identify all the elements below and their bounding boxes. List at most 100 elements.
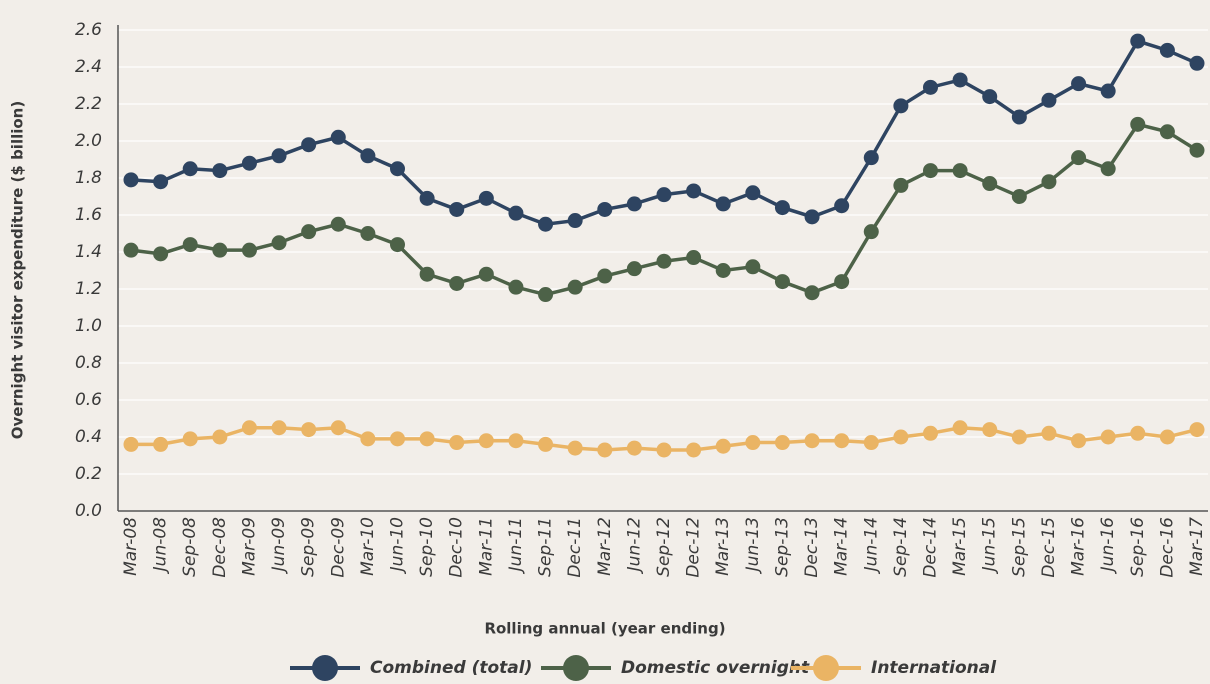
y-tick-label: 1.4: [75, 242, 102, 262]
data-point: [863, 224, 879, 240]
y-tick-label: 1.8: [75, 168, 102, 188]
data-point: [390, 161, 405, 177]
y-tick-label: 2.6: [75, 20, 102, 40]
data-point: [893, 98, 909, 114]
data-point: [1189, 142, 1205, 158]
x-tick-label: Dec-08: [210, 517, 230, 578]
data-point: [330, 129, 346, 145]
data-point: [1189, 422, 1205, 438]
x-tick-label: Jun-10: [388, 517, 408, 574]
data-point: [271, 148, 287, 164]
data-point: [538, 436, 554, 452]
data-point: [301, 137, 317, 153]
data-point: [804, 285, 820, 301]
data-point: [804, 209, 820, 225]
data-point: [123, 436, 139, 452]
data-point: [478, 433, 494, 449]
data-point: [153, 174, 169, 190]
x-tick-label: Jun-08: [151, 517, 171, 575]
data-point: [626, 440, 642, 456]
data-point: [952, 163, 968, 179]
x-tick-label: Sep-09: [299, 517, 319, 577]
data-point: [863, 435, 879, 451]
data-point: [330, 216, 346, 232]
data-point: [745, 435, 761, 451]
data-point: [330, 420, 346, 436]
x-tick-label: Dec-15: [1039, 517, 1059, 578]
data-point: [1159, 124, 1175, 140]
data-point: [153, 436, 169, 452]
data-point: [123, 172, 139, 188]
data-point: [478, 266, 494, 282]
data-point: [567, 213, 583, 229]
y-tick-label: 1.6: [75, 205, 102, 225]
y-tick-label: 0.0: [75, 501, 102, 521]
data-point: [656, 442, 672, 458]
data-point: [241, 155, 257, 171]
data-point: [241, 242, 257, 258]
x-tick-label: Mar-13: [713, 517, 733, 576]
legend-swatch: [312, 655, 338, 681]
data-point: [982, 176, 998, 192]
data-point: [923, 79, 938, 95]
data-point: [182, 237, 198, 253]
x-tick-label: Sep-08: [180, 517, 200, 577]
data-point: [419, 431, 435, 447]
data-point: [1100, 429, 1116, 445]
x-tick-label: Dec-12: [684, 517, 704, 578]
y-tick-label: 1.2: [75, 279, 102, 299]
data-point: [1100, 161, 1116, 177]
x-tick-label: Mar-17: [1187, 517, 1207, 576]
data-point: [1071, 76, 1087, 92]
data-point: [449, 275, 465, 291]
x-tick-label: Mar-12: [595, 517, 615, 576]
x-tick-label: Dec-13: [802, 517, 822, 578]
x-tick-label: Sep-12: [654, 517, 674, 577]
data-point: [390, 237, 405, 253]
data-point: [360, 431, 376, 447]
data-point: [419, 190, 435, 206]
data-point: [686, 442, 702, 458]
data-point: [1041, 425, 1057, 441]
data-point: [390, 431, 405, 447]
data-point: [1011, 189, 1027, 204]
data-point: [301, 224, 317, 240]
data-point: [1041, 174, 1057, 190]
x-tick-label: Dec-10: [447, 517, 467, 578]
x-tick-label: Mar-11: [476, 517, 496, 576]
data-point: [271, 235, 287, 251]
y-tick-label: 0.2: [75, 464, 102, 484]
data-point: [182, 431, 198, 447]
legend-label: International: [871, 658, 997, 678]
legend-swatch: [563, 655, 589, 681]
data-point: [952, 72, 968, 88]
data-point: [182, 161, 198, 177]
data-point: [715, 438, 731, 454]
data-point: [745, 259, 761, 275]
data-point: [301, 422, 317, 438]
data-point: [1011, 109, 1027, 125]
data-point: [774, 435, 790, 451]
data-point: [715, 263, 731, 278]
data-point: [715, 196, 731, 212]
data-point: [1130, 425, 1146, 441]
data-point: [923, 163, 938, 179]
data-point: [745, 185, 761, 201]
y-tick-label: 2.4: [75, 57, 102, 77]
data-point: [863, 150, 879, 166]
x-tick-label: Sep-16: [1128, 517, 1148, 577]
x-axis-title: Rolling annual (year ending): [484, 620, 725, 638]
data-point: [419, 266, 435, 282]
x-tick-label: Sep-11: [536, 517, 556, 577]
data-point: [1100, 83, 1116, 99]
data-point: [1071, 150, 1087, 166]
data-point: [1189, 55, 1205, 71]
x-tick-label: Dec-09: [328, 517, 348, 578]
x-tick-label: Sep-13: [772, 517, 792, 577]
data-point: [123, 242, 139, 258]
data-point: [597, 442, 613, 458]
y-tick-label: 2.2: [75, 94, 102, 114]
data-point: [1130, 116, 1146, 132]
data-point: [1159, 42, 1175, 58]
data-point: [597, 201, 613, 217]
